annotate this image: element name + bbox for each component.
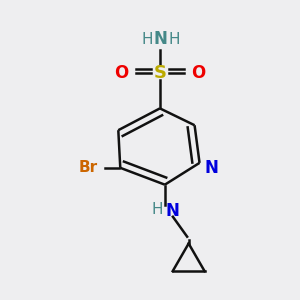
Text: N: N: [205, 159, 218, 177]
Text: H: H: [151, 202, 163, 217]
Text: H: H: [168, 32, 180, 47]
Text: O: O: [114, 64, 128, 82]
Text: N: N: [154, 29, 168, 47]
Text: S: S: [153, 64, 167, 82]
Text: O: O: [191, 64, 206, 82]
Text: H: H: [142, 32, 153, 47]
Text: N: N: [166, 202, 180, 220]
Text: Br: Br: [79, 160, 98, 175]
